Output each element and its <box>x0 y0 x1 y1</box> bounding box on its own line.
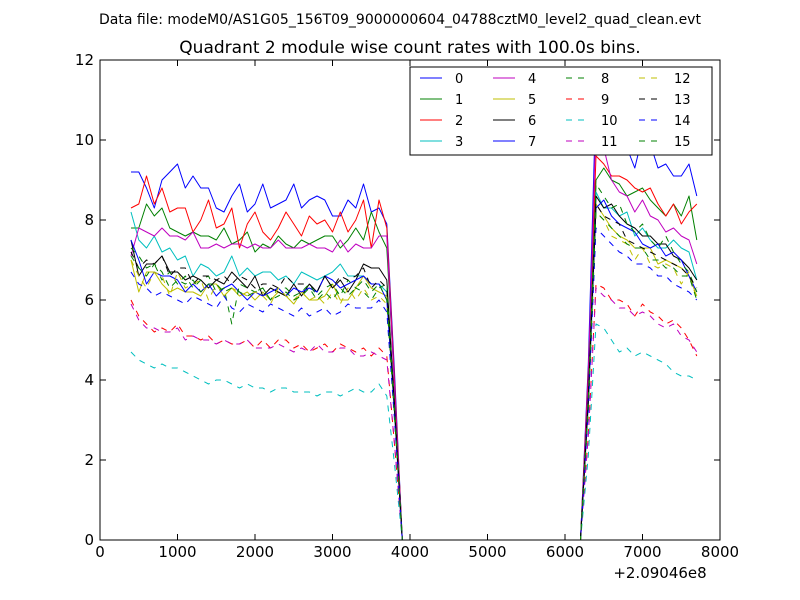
x-tick-label: 5000 <box>468 543 506 561</box>
legend-label-7: 7 <box>528 135 536 150</box>
series-line-11 <box>130 287 698 540</box>
series-line-9 <box>130 283 698 540</box>
x-tick-label: 6000 <box>546 543 584 561</box>
x-offset-label: +2.09046e8 <box>613 564 706 582</box>
legend-label-0: 0 <box>455 72 463 87</box>
x-tick-label: 2000 <box>236 543 274 561</box>
legend-label-10: 10 <box>601 114 618 129</box>
series-line-0 <box>131 95 698 540</box>
series-line-6 <box>130 195 698 540</box>
y-tick-label: 10 <box>75 131 94 149</box>
y-tick-label: 6 <box>84 291 94 309</box>
series-line-1 <box>131 167 698 540</box>
legend-label-4: 4 <box>528 72 536 87</box>
legend-box <box>409 66 713 156</box>
series-line-13 <box>130 203 698 540</box>
legend-label-2: 2 <box>455 114 463 129</box>
series-line-10 <box>130 323 698 540</box>
series-line-2 <box>130 155 698 540</box>
x-tick-label: 3000 <box>313 543 351 561</box>
x-tick-label: 4000 <box>391 543 429 561</box>
legend-label-14: 14 <box>674 114 691 129</box>
suptitle: Data file: modeM0/AS1G05_156T09_90000006… <box>99 12 701 28</box>
axis-ticks: 0 1000 2000 3000 4000 5000 6000 7000 80000246810… <box>75 51 739 561</box>
series-line-3 <box>130 191 698 540</box>
chart-title: Quadrant 2 module wise count rates with … <box>179 38 640 58</box>
legend-label-11: 11 <box>601 135 618 150</box>
series-line-8 <box>130 183 698 540</box>
series-line-14 <box>130 227 698 540</box>
series-layer <box>130 95 698 540</box>
y-tick-label: 12 <box>75 51 94 69</box>
legend-label-13: 13 <box>674 93 691 108</box>
y-tick-label: 2 <box>84 451 94 469</box>
legend-label-9: 9 <box>601 93 609 108</box>
y-tick-label: 4 <box>84 371 94 389</box>
legend-label-3: 3 <box>455 135 463 150</box>
y-tick-label: 8 <box>84 211 94 229</box>
x-tick-label: 7000 <box>623 543 661 561</box>
legend-label-6: 6 <box>528 114 536 129</box>
series-line-12 <box>130 211 698 540</box>
legend-label-15: 15 <box>674 135 691 150</box>
series-line-15 <box>130 211 698 540</box>
x-tick-label: 1000 <box>158 543 196 561</box>
series-line-5 <box>130 203 698 540</box>
x-tick-label: 0 <box>95 543 105 561</box>
series-line-4 <box>130 119 698 540</box>
legend-label-1: 1 <box>455 93 463 108</box>
series-line-7 <box>130 199 698 540</box>
legend-label-12: 12 <box>674 72 691 87</box>
legend-label-5: 5 <box>528 93 536 108</box>
legend-label-8: 8 <box>601 72 609 87</box>
y-tick-label: 0 <box>84 531 94 549</box>
x-tick-label: 8000 <box>701 543 739 561</box>
